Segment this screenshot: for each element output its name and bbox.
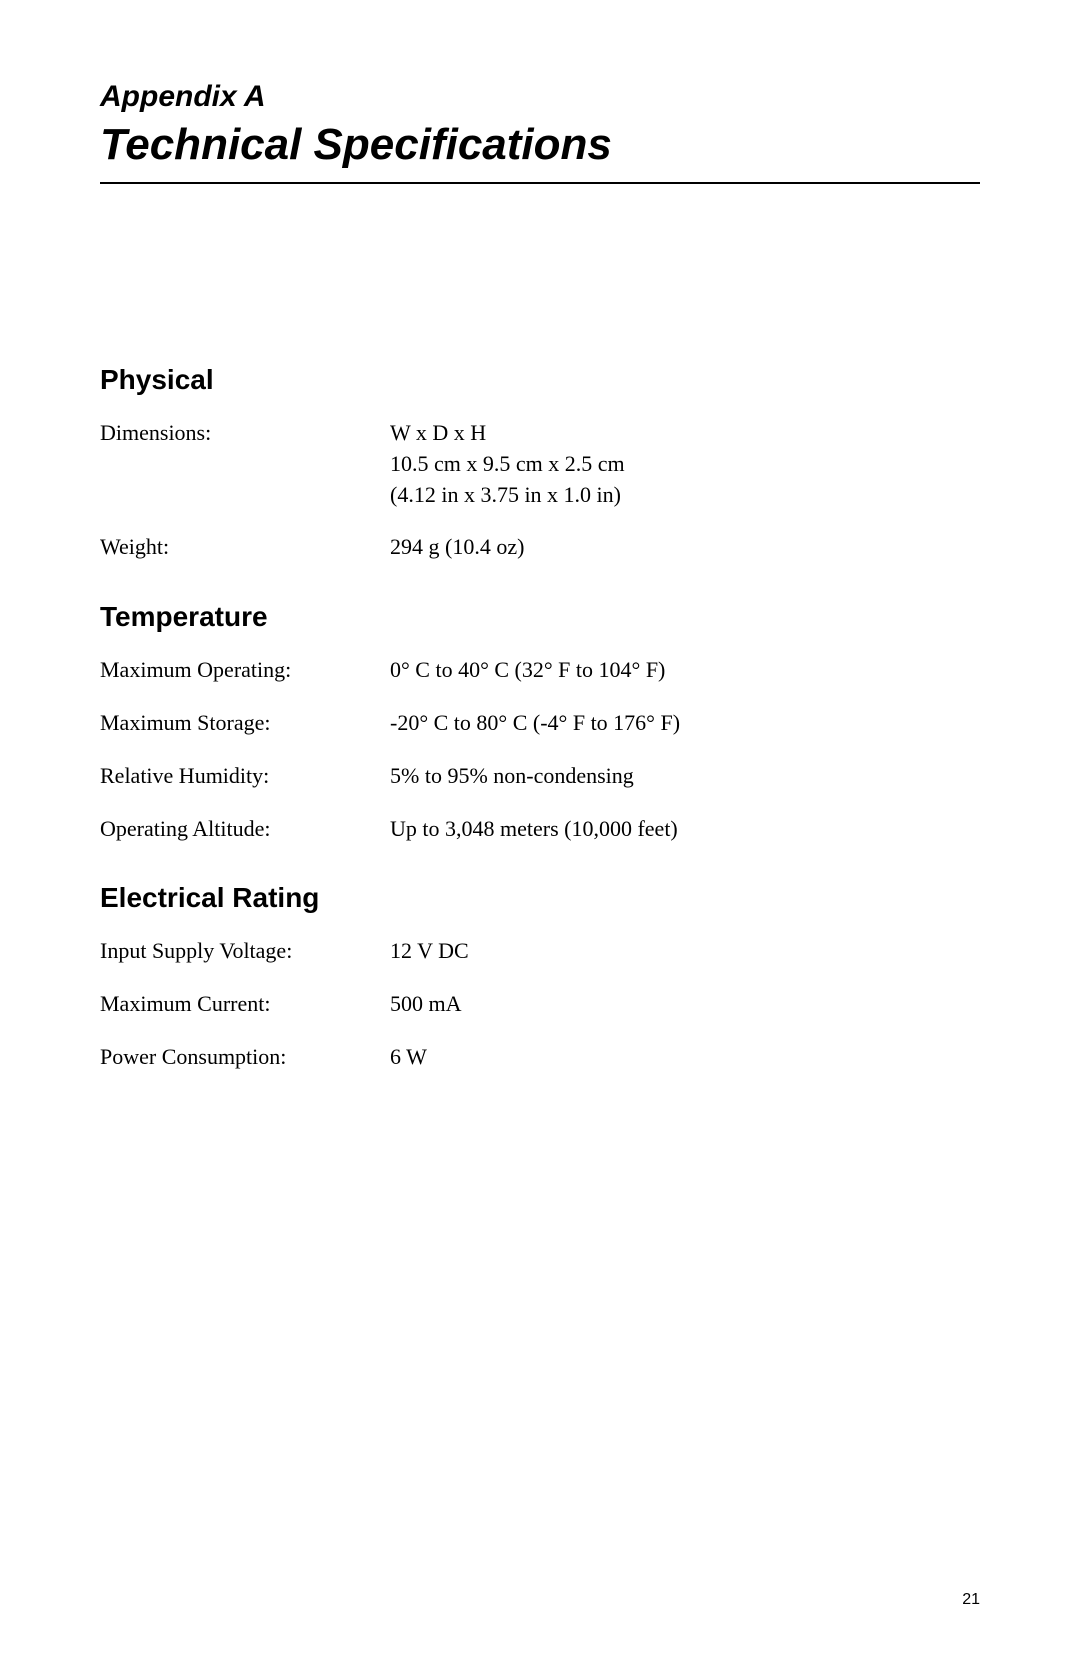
spec-value: -20° C to 80° C (-4° F to 176° F) — [390, 708, 980, 739]
value-line: 10.5 cm x 9.5 cm x 2.5 cm — [390, 449, 980, 480]
appendix-label: Appendix A — [100, 80, 980, 114]
spec-label: Maximum Current: — [100, 989, 390, 1020]
spec-row-max-storage: Maximum Storage: -20° C to 80° C (-4° F … — [100, 708, 980, 739]
spec-row-operating-altitude: Operating Altitude: Up to 3,048 meters (… — [100, 814, 980, 845]
spec-row-weight: Weight: 294 g (10.4 oz) — [100, 532, 980, 563]
spec-label: Input Supply Voltage: — [100, 936, 390, 967]
spec-label: Maximum Storage: — [100, 708, 390, 739]
section-heading-electrical: Electrical Rating — [100, 882, 980, 914]
value-line: (4.12 in x 3.75 in x 1.0 in) — [390, 480, 980, 511]
page-container: Appendix A Technical Specifications Phys… — [0, 0, 1080, 1669]
main-title: Technical Specifications — [100, 120, 980, 184]
spec-label: Dimensions: — [100, 418, 390, 510]
value-line: W x D x H — [390, 418, 980, 449]
spec-row-dimensions: Dimensions: W x D x H 10.5 cm x 9.5 cm x… — [100, 418, 980, 510]
spec-label: Operating Altitude: — [100, 814, 390, 845]
spec-row-max-operating: Maximum Operating: 0° C to 40° C (32° F … — [100, 655, 980, 686]
spec-row-input-voltage: Input Supply Voltage: 12 V DC — [100, 936, 980, 967]
spec-value: W x D x H 10.5 cm x 9.5 cm x 2.5 cm (4.1… — [390, 418, 980, 510]
spec-value: 5% to 95% non-condensing — [390, 761, 980, 792]
page-number: 21 — [962, 1591, 980, 1609]
spec-row-max-current: Maximum Current: 500 mA — [100, 989, 980, 1020]
spec-label: Weight: — [100, 532, 390, 563]
spec-label: Power Consumption: — [100, 1042, 390, 1073]
spec-value: 0° C to 40° C (32° F to 104° F) — [390, 655, 980, 686]
spec-row-relative-humidity: Relative Humidity: 5% to 95% non-condens… — [100, 761, 980, 792]
section-heading-temperature: Temperature — [100, 601, 980, 633]
spec-label: Maximum Operating: — [100, 655, 390, 686]
spec-value: 12 V DC — [390, 936, 980, 967]
spec-label: Relative Humidity: — [100, 761, 390, 792]
section-heading-physical: Physical — [100, 364, 980, 396]
spec-row-power-consumption: Power Consumption: 6 W — [100, 1042, 980, 1073]
spec-value: 6 W — [390, 1042, 980, 1073]
spec-value: 500 mA — [390, 989, 980, 1020]
spec-value: 294 g (10.4 oz) — [390, 532, 980, 563]
spec-value: Up to 3,048 meters (10,000 feet) — [390, 814, 980, 845]
